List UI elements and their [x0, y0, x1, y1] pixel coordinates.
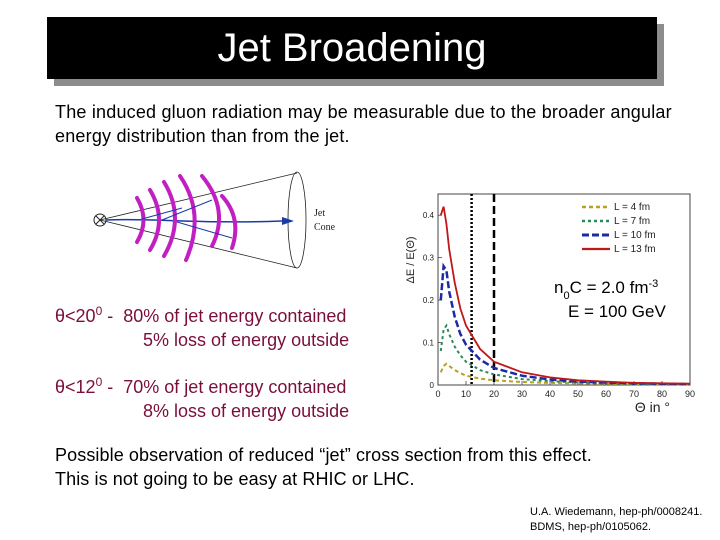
jet-cone-diagram: Jet Cone — [93, 171, 336, 269]
y-tick-label: 0.1 — [423, 339, 435, 348]
y-axis-label: ΔE / E(Θ) — [405, 236, 417, 283]
cut-condition: <20 — [65, 306, 96, 326]
x-tick-label: 30 — [517, 389, 527, 399]
conclusion-text: Possible observation of reduced “jet” cr… — [55, 443, 695, 491]
theta-symbol: θ — [55, 306, 66, 326]
cut-condition: <12 — [65, 377, 96, 397]
cut-row-20: θ<200 - 80% of jet energy contained 5% l… — [55, 299, 349, 352]
x-tick-label: 20 — [489, 389, 499, 399]
intro-text: The induced gluon radiation may be measu… — [55, 102, 672, 146]
jet-label-line2: Cone — [314, 222, 336, 233]
cut-loss: 8% loss of energy outside — [143, 401, 350, 421]
x-tick-label: 50 — [573, 389, 583, 399]
x-tick-label: 70 — [629, 389, 639, 399]
x-tick-label: 80 — [657, 389, 667, 399]
cut-degree: 0 — [95, 375, 103, 389]
emitted-gluon-lines — [141, 199, 233, 239]
plot-frame — [437, 193, 691, 386]
conclusion-line2: This is not going to be easy at RHIC or … — [55, 469, 415, 489]
cone-edge-bottom — [99, 219, 298, 269]
conclusion-line1: Possible observation of reduced “jet” cr… — [55, 445, 592, 465]
reference-2: BDMS, hep-ph/0105062. — [530, 521, 652, 533]
series-line — [439, 323, 690, 386]
jet-arrow-icon — [282, 217, 294, 225]
gluon-radiation-arcs — [135, 174, 238, 262]
energy-distribution-plot: 0 10 20 30 40 50 60 70 80 90 0 0.1 0.2 0.3 0.4 L = 4 f… — [405, 193, 695, 415]
cut-row-12-line1: θ<120 - 70% of jet energy contained — [55, 370, 349, 399]
y-tick-label: 0 — [430, 381, 435, 390]
annotation-density: n0C = 2.0 fm-3 — [554, 278, 658, 302]
x-axis-label: Θ in ° — [635, 399, 670, 415]
references: U.A. Wiedemann, hep-ph/0008241. BDMS, he… — [530, 505, 702, 535]
x-tick-label: 0 — [435, 389, 440, 399]
cone-edge-top — [99, 172, 298, 221]
y-tick-label: 0.2 — [423, 296, 435, 305]
legend-label: L = 7 fm — [614, 216, 650, 227]
cut-degree: 0 — [95, 304, 103, 318]
x-tick-label: 40 — [545, 389, 555, 399]
legend-label: L = 13 fm — [614, 244, 656, 255]
y-tick-label: 0.3 — [423, 254, 435, 263]
cut-row-20-line1: θ<200 - 80% of jet energy contained — [55, 299, 349, 328]
annotation-energy: E = 100 GeV — [568, 302, 666, 321]
reference-1: U.A. Wiedemann, hep-ph/0008241. — [530, 506, 703, 518]
cut-contained: 70% of jet energy contained — [123, 377, 347, 397]
cut-loss: 5% loss of energy outside — [143, 330, 350, 350]
cut-dash: - — [102, 306, 119, 326]
slide-title: Jet Broadening — [47, 17, 657, 79]
cut-contained: 80% of jet energy contained — [123, 306, 347, 326]
legend-label: L = 10 fm — [614, 230, 656, 241]
legend-label: L = 4 fm — [614, 202, 650, 213]
cut-dash: - — [102, 377, 119, 397]
series-line — [439, 206, 691, 385]
slide-title-text: Jet Broadening — [217, 25, 487, 70]
jet-label-line1: Jet — [314, 208, 325, 219]
x-tick-label: 60 — [601, 389, 611, 399]
theta-symbol: θ — [55, 377, 66, 397]
x-tick-label: 10 — [461, 389, 471, 399]
y-tick-label: 0.4 — [423, 211, 435, 220]
jet-axis-line — [105, 218, 283, 223]
cut-row-12: θ<120 - 70% of jet energy contained 8% l… — [55, 370, 349, 423]
x-tick-label: 90 — [685, 389, 695, 399]
